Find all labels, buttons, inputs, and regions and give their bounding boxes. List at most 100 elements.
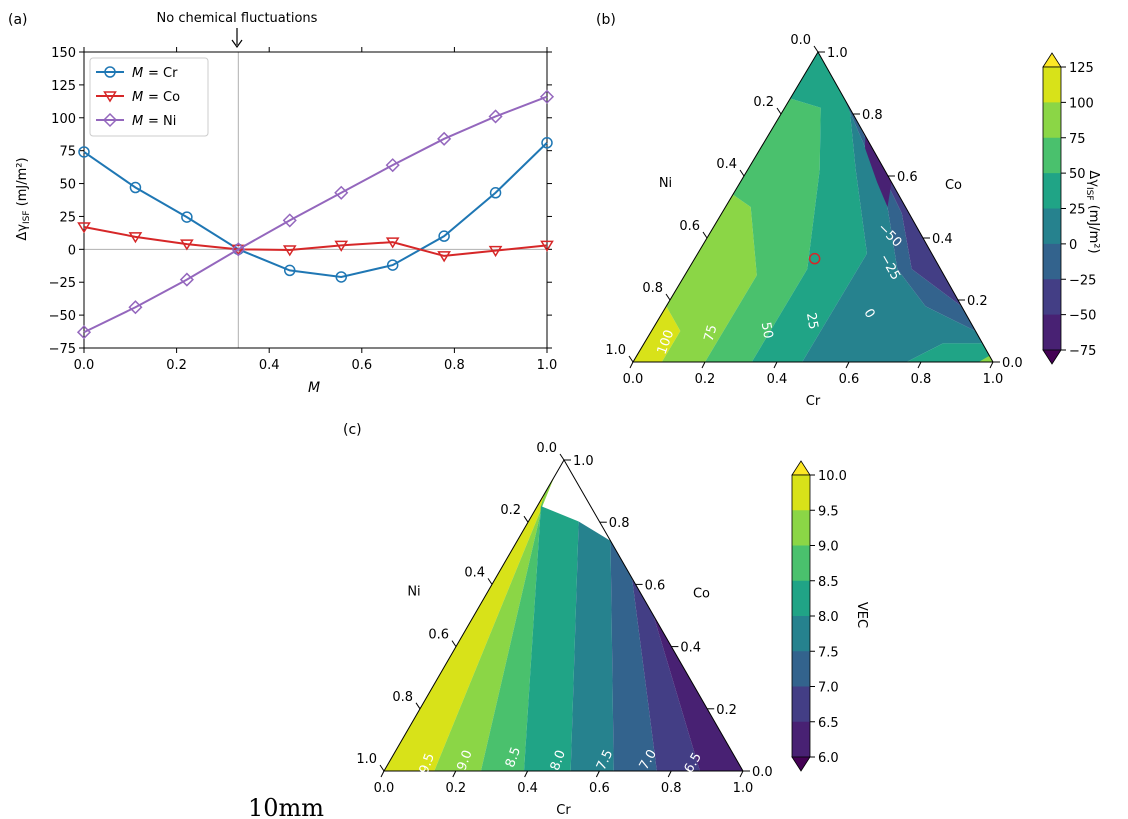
contour-label: 25 (803, 312, 821, 331)
colorbar-tick-label: 9.0 (818, 540, 839, 555)
x-tick-label: 0.0 (74, 358, 95, 373)
cr-tick-label: 0.4 (517, 781, 538, 796)
y-tick-label: −25 (49, 276, 76, 291)
cbar-label-unit: (mJ/m²) (1086, 201, 1101, 254)
contour-region (570, 521, 614, 771)
cr-tick (701, 361, 706, 369)
data-point (179, 272, 194, 287)
legend-box (89, 57, 209, 137)
contour-region (844, 98, 976, 331)
contour-region (661, 194, 757, 362)
y-tick-label: 150 (51, 46, 76, 61)
colorbar-segment (792, 651, 810, 687)
legend-prefix-co: M (132, 90, 143, 105)
cr-tick-label: 1.0 (983, 372, 1004, 387)
colorbar-tick-label: 125 (1069, 61, 1094, 76)
cr-tick-label: 0.2 (695, 372, 716, 387)
colorbar-tick-label: 25 (1069, 203, 1086, 218)
colorbar-segment (792, 545, 810, 582)
ni-tick-label: 0.6 (428, 628, 449, 643)
panel-b-colorbar: 125 100 75 50 25 0 −25 −50 −75 (1042, 52, 1096, 365)
ylabel-main: Δγ (15, 224, 30, 241)
co-tick-label: 1.0 (827, 46, 848, 61)
contour-region (978, 355, 993, 362)
cr-tick (629, 361, 634, 369)
ni-tick (739, 169, 745, 177)
data-point (231, 242, 246, 257)
data-point (128, 232, 143, 244)
co-tick-label: 0.8 (862, 108, 883, 123)
data-point (437, 131, 452, 146)
axis-title-co: Co (945, 178, 962, 193)
colorbar-segment (792, 580, 810, 617)
no-fluctuations-annotation: No chemical fluctuations (157, 11, 318, 26)
contour-region (705, 98, 821, 362)
colorbar-tick-label: −25 (1069, 273, 1096, 288)
ni-tick (776, 107, 782, 115)
data-point (539, 89, 555, 104)
data-point (282, 213, 297, 228)
axis-title-cr: Cr (806, 394, 821, 409)
contour-region (632, 578, 700, 771)
data-point (489, 187, 502, 199)
legend-marker-co (103, 91, 117, 103)
data-point (78, 146, 90, 158)
colorbar-tick-label: 8.5 (818, 575, 839, 590)
x-tick-label: 1.0 (537, 358, 558, 373)
colorbar-segment (792, 686, 810, 723)
colorbar-tick-label: 8.0 (818, 610, 839, 625)
colorbar-tick-label: 10.0 (818, 469, 847, 484)
cr-tick (452, 770, 457, 778)
ni-tick (415, 702, 421, 710)
colorbar-tick-label: 100 (1069, 96, 1094, 111)
axis-title-ni: Ni (407, 585, 420, 600)
ni-tick-label: 0.0 (790, 33, 811, 48)
legend-prefix-ni: M (132, 114, 143, 129)
data-point (488, 109, 503, 124)
colorbar-segment (1043, 102, 1061, 139)
x-tick-label: 0.8 (444, 358, 465, 373)
contour-region (610, 540, 657, 771)
data-point (488, 245, 503, 258)
scale-label: 10mm (248, 794, 324, 819)
legend-label-ni: = Ni (148, 114, 176, 129)
ni-tick-label: 0.2 (500, 503, 521, 518)
data-point (541, 137, 553, 149)
series-line-0 (83, 142, 548, 278)
cr-tick (773, 361, 778, 369)
panel-a: (a) No chemical fluctuations 0.0 0.2 0.4 0.… (8, 11, 557, 396)
ternary-frame (383, 458, 744, 772)
panel-b-colorbar-label: ΔγISF (mJ/m²) (1084, 170, 1101, 253)
colorbar-tick-label: 7.0 (818, 681, 839, 696)
cr-tick (845, 361, 850, 369)
legend-marker-cr (104, 66, 116, 78)
ni-tick-label: 1.0 (356, 752, 377, 767)
ni-tick (487, 578, 493, 585)
ni-tick-label: 0.8 (642, 281, 663, 296)
ni-tick (665, 293, 671, 301)
contour-region (524, 506, 579, 771)
co-tick-label: 0.6 (897, 170, 918, 185)
colorbar-extend-top (1042, 52, 1062, 68)
x-tick-label: 0.6 (351, 358, 372, 373)
colorbar-tick-label: −75 (1069, 344, 1096, 359)
contour-region (906, 343, 993, 362)
cr-tick-label: 0.8 (661, 781, 682, 796)
cr-tick-label: 0.0 (374, 781, 395, 796)
panel-b-label: (b) (596, 12, 616, 28)
legend-entry-cr: M = Cr (96, 66, 178, 81)
data-point (180, 239, 194, 251)
panel-c-colorbar-label: VEC (854, 602, 869, 628)
data-point (335, 271, 347, 283)
contour-label: 8.0 (548, 748, 569, 773)
data-point (334, 185, 349, 200)
co-tick-label: 0.0 (752, 765, 773, 780)
contour-label: 75 (702, 323, 721, 343)
x-tick-label: 0.2 (166, 358, 187, 373)
co-tick-label: 0.2 (967, 294, 988, 309)
co-tick-label: 0.6 (645, 578, 666, 593)
y-tick-label: 25 (59, 210, 76, 225)
colorbar-tick-label: 9.5 (818, 504, 839, 519)
colorbar-segment (792, 721, 810, 758)
